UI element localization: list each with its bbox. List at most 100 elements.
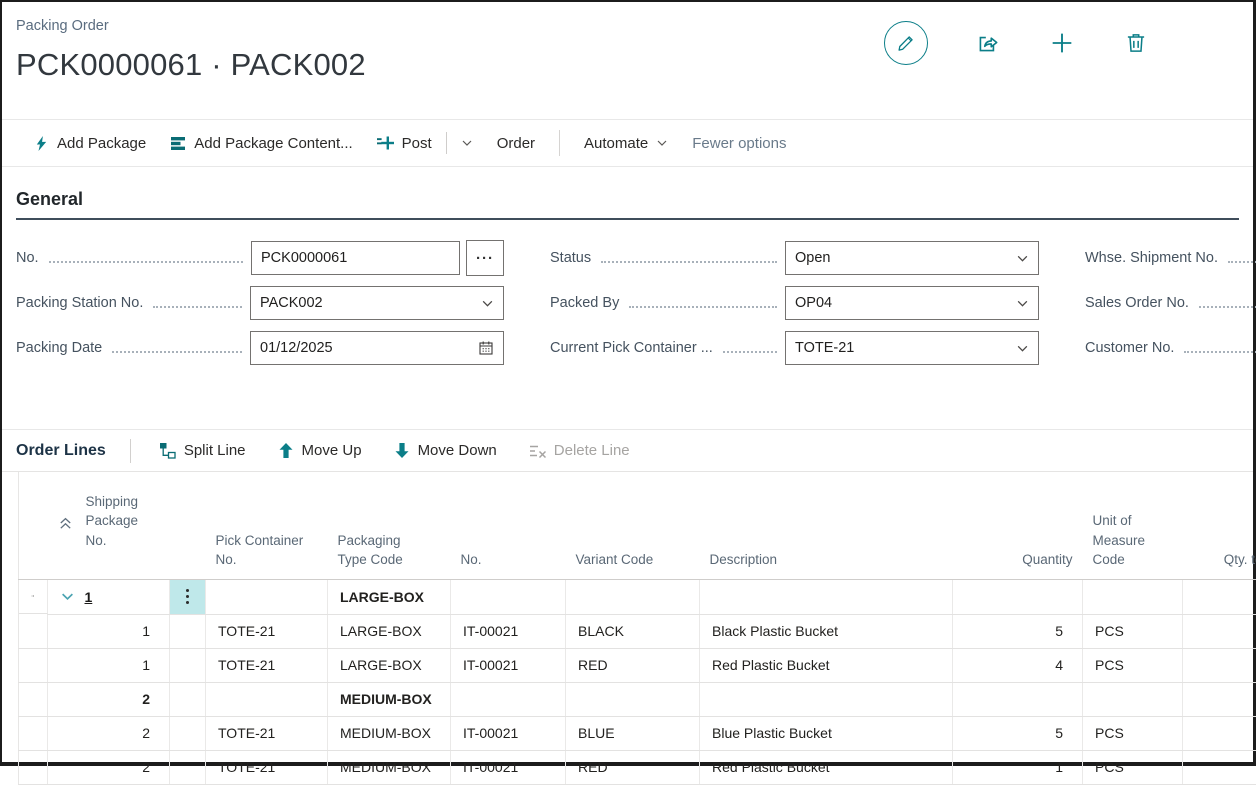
cell-no[interactable]: IT-00021: [451, 614, 566, 648]
cell-shipping-package-no[interactable]: 2: [48, 716, 170, 750]
cell-pick-container-no[interactable]: TOTE-21: [206, 716, 328, 750]
no-assist-edit-button[interactable]: ···: [466, 240, 504, 276]
fewer-options-label: Fewer options: [692, 135, 786, 152]
table-row[interactable]: 1 TOTE-21 LARGE-BOX IT-00021 RED Red Pla…: [19, 648, 1256, 682]
add-package-content-button[interactable]: Add Package Content...: [158, 135, 364, 152]
cell-pick-container-no[interactable]: [206, 682, 328, 716]
cell-qty-to[interactable]: [1183, 579, 1256, 614]
cell-uom-code[interactable]: PCS: [1083, 614, 1183, 648]
cell-quantity[interactable]: 1: [953, 750, 1083, 784]
packaging-type-code-column-header[interactable]: Packaging Type Code: [328, 472, 451, 579]
move-down-button[interactable]: Move Down: [394, 442, 497, 459]
cell-description[interactable]: Red Plastic Bucket: [700, 750, 953, 784]
cell-qty-to[interactable]: [1183, 648, 1256, 682]
edit-button[interactable]: [884, 21, 928, 65]
cell-description[interactable]: [700, 682, 953, 716]
cell-no[interactable]: IT-00021: [451, 648, 566, 682]
cell-packaging-type-code[interactable]: LARGE-BOX: [328, 614, 451, 648]
move-up-button[interactable]: Move Up: [278, 442, 362, 459]
selected-cell[interactable]: [170, 579, 206, 614]
cell-no[interactable]: [451, 579, 566, 614]
packing-date-input[interactable]: 01/12/2025: [250, 331, 504, 365]
table-row[interactable]: 1 TOTE-21 LARGE-BOX IT-00021 BLACK Black…: [19, 614, 1256, 648]
lightning-icon: [34, 135, 49, 152]
quantity-column-header[interactable]: Quantity: [953, 472, 1083, 579]
cell-quantity[interactable]: [953, 579, 1083, 614]
fewer-options-button[interactable]: Fewer options: [680, 135, 798, 152]
cell-variant-code[interactable]: BLACK: [566, 614, 700, 648]
cell-no[interactable]: IT-00021: [451, 716, 566, 750]
automate-menu-button[interactable]: Automate: [572, 135, 680, 152]
current-pick-container-select[interactable]: TOTE-21: [785, 331, 1039, 365]
cell-pick-container-no[interactable]: TOTE-21: [206, 750, 328, 784]
row-context-menu-icon[interactable]: [182, 589, 193, 604]
description-column-header[interactable]: Description: [700, 472, 953, 579]
group-number-link[interactable]: 1: [85, 589, 93, 605]
shipping-package-no-column-header[interactable]: Shipping Package No.: [48, 472, 170, 579]
qty-to-column-header[interactable]: Qty. to: [1183, 472, 1256, 579]
new-button[interactable]: [1048, 29, 1076, 57]
split-line-button[interactable]: Split Line: [159, 442, 246, 459]
table-row[interactable]: 2 TOTE-21 MEDIUM-BOX IT-00021 BLUE Blue …: [19, 716, 1256, 750]
order-menu-button[interactable]: Order: [485, 135, 547, 152]
cell-qty-to[interactable]: [1183, 716, 1256, 750]
cell-description[interactable]: Red Plastic Bucket: [700, 648, 953, 682]
cell-variant-code[interactable]: [566, 682, 700, 716]
share-button[interactable]: [975, 30, 1001, 56]
cell-packaging-type-code[interactable]: MEDIUM-BOX: [328, 750, 451, 784]
general-section-heading[interactable]: General: [16, 189, 1239, 220]
cell-uom-code[interactable]: PCS: [1083, 716, 1183, 750]
cell-packaging-type-code[interactable]: MEDIUM-BOX: [328, 716, 451, 750]
cell-shipping-package-no[interactable]: 1: [48, 648, 170, 682]
packing-station-no-select[interactable]: PACK002: [250, 286, 504, 320]
cell-variant-code[interactable]: RED: [566, 648, 700, 682]
chevron-down-icon[interactable]: [61, 590, 74, 603]
cell-description[interactable]: Black Plastic Bucket: [700, 614, 953, 648]
table-row-group[interactable]: 1 LARGE-BOX: [19, 579, 1256, 614]
cell-uom-code[interactable]: [1083, 579, 1183, 614]
cell-packaging-type-code[interactable]: MEDIUM-BOX: [328, 682, 451, 716]
packed-by-select[interactable]: OP04: [785, 286, 1039, 320]
status-select[interactable]: Open: [785, 241, 1039, 275]
cell-description[interactable]: [700, 579, 953, 614]
post-button[interactable]: Post: [365, 135, 444, 152]
variant-code-column-header[interactable]: Variant Code: [566, 472, 700, 579]
cell-shipping-package-no[interactable]: 1: [48, 614, 170, 648]
cell-variant-code[interactable]: BLUE: [566, 716, 700, 750]
post-split-divider: [446, 132, 447, 154]
cell-uom-code[interactable]: [1083, 682, 1183, 716]
table-row-group[interactable]: 2 MEDIUM-BOX: [19, 682, 1256, 716]
uom-code-column-header[interactable]: Unit of Measure Code: [1083, 472, 1183, 579]
cell-pick-container-no[interactable]: TOTE-21: [206, 614, 328, 648]
cell-pick-container-no[interactable]: [206, 579, 328, 614]
pick-container-no-column-header[interactable]: Pick Container No.: [206, 472, 328, 579]
cell-no[interactable]: [451, 682, 566, 716]
cell-uom-code[interactable]: PCS: [1083, 750, 1183, 784]
calendar-icon[interactable]: [478, 340, 494, 356]
cell-quantity[interactable]: 5: [953, 614, 1083, 648]
cell-no[interactable]: IT-00021: [451, 750, 566, 784]
group-expand-cell[interactable]: 1: [48, 579, 170, 614]
cell-quantity[interactable]: [953, 682, 1083, 716]
cell-description[interactable]: Blue Plastic Bucket: [700, 716, 953, 750]
cell-variant-code[interactable]: RED: [566, 750, 700, 784]
cell-uom-code[interactable]: PCS: [1083, 648, 1183, 682]
add-package-button[interactable]: Add Package: [22, 135, 158, 152]
collapse-all-icon[interactable]: [58, 496, 73, 550]
cell-packaging-type-code[interactable]: LARGE-BOX: [328, 579, 451, 614]
cell-shipping-package-no[interactable]: 2: [48, 682, 170, 716]
no-column-header[interactable]: No.: [451, 472, 566, 579]
cell-quantity[interactable]: 5: [953, 716, 1083, 750]
cell-shipping-package-no[interactable]: 2: [48, 750, 170, 784]
cell-variant-code[interactable]: [566, 579, 700, 614]
post-dropdown-button[interactable]: [449, 137, 485, 149]
cell-qty-to[interactable]: [1183, 614, 1256, 648]
table-row[interactable]: 2 TOTE-21 MEDIUM-BOX IT-00021 RED Red Pl…: [19, 750, 1256, 784]
cell-qty-to[interactable]: [1183, 750, 1256, 784]
delete-button[interactable]: [1123, 30, 1149, 56]
cell-packaging-type-code[interactable]: LARGE-BOX: [328, 648, 451, 682]
cell-quantity[interactable]: 4: [953, 648, 1083, 682]
cell-qty-to[interactable]: [1183, 682, 1256, 716]
no-input[interactable]: PCK0000061: [251, 241, 460, 275]
cell-pick-container-no[interactable]: TOTE-21: [206, 648, 328, 682]
